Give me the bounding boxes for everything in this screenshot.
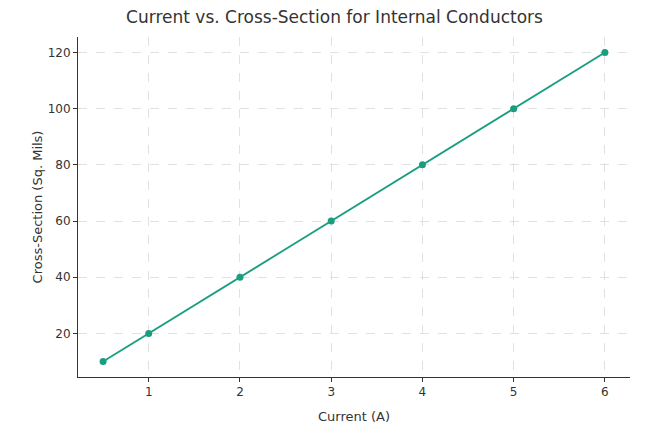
svg-text:80: 80 [55, 158, 70, 172]
svg-text:4: 4 [419, 385, 427, 399]
svg-text:Cross-Section (Sq. Mils): Cross-Section (Sq. Mils) [30, 131, 45, 284]
svg-text:120: 120 [48, 46, 71, 60]
svg-text:5: 5 [510, 385, 518, 399]
svg-text:40: 40 [55, 270, 70, 284]
svg-text:3: 3 [327, 385, 335, 399]
svg-text:6: 6 [601, 385, 609, 399]
svg-text:2: 2 [236, 385, 244, 399]
svg-text:100: 100 [48, 102, 71, 116]
svg-text:Current (A): Current (A) [318, 409, 390, 424]
svg-text:20: 20 [55, 327, 70, 341]
svg-text:60: 60 [55, 214, 70, 228]
svg-text:1: 1 [145, 385, 153, 399]
svg-text:Current vs. Cross-Section for: Current vs. Cross-Section for Internal C… [126, 7, 543, 27]
